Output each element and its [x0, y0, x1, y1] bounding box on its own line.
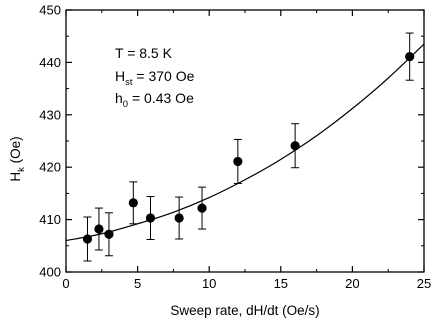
- data-points: [82, 52, 415, 244]
- data-point: [405, 52, 415, 62]
- y-tick-label: 450: [39, 3, 61, 18]
- data-point: [128, 198, 138, 208]
- y-tick-label: 410: [39, 212, 61, 227]
- data-point: [197, 203, 207, 213]
- data-point: [94, 224, 104, 234]
- data-point: [104, 229, 114, 239]
- data-point: [145, 213, 156, 223]
- annotation-hst: Hst = 370 Oe: [115, 68, 195, 88]
- x-tick-label: 0: [62, 276, 69, 291]
- fit-curve-group: [66, 43, 424, 242]
- y-tick-label: 430: [39, 107, 61, 122]
- x-tick-label: 5: [134, 276, 141, 291]
- y-tick-label: 400: [39, 265, 61, 280]
- x-tick-label: 20: [345, 276, 359, 291]
- axis-ticks: [65, 9, 425, 273]
- data-point: [233, 156, 243, 167]
- x-tick-label: 10: [202, 276, 216, 291]
- annotation-block: T = 8.5 K Hst = 370 Oe h0 = 0.43 Oe: [115, 45, 195, 110]
- data-point: [174, 213, 184, 223]
- tick-labels: 0 5 10 15 20 25 400 410 420 430 440 450: [39, 3, 431, 292]
- x-tick-label: 25: [417, 276, 431, 291]
- y-tick-label: 440: [39, 55, 61, 70]
- y-axis-label-main: H: [8, 172, 23, 182]
- y-axis-label: Hk (Oe): [8, 136, 27, 181]
- data-point: [82, 234, 93, 244]
- data-point: [290, 141, 300, 151]
- y-axis-label-unit: (Oe): [8, 136, 23, 167]
- y-tick-label: 420: [39, 160, 61, 175]
- y-axis-label-sub: k: [16, 167, 27, 172]
- annotation-temperature: T = 8.5 K: [115, 45, 173, 61]
- annotation-h0: h0 = 0.43 Oe: [115, 90, 194, 110]
- x-axis-label: Sweep rate, dH/dt (Oe/s): [170, 303, 319, 318]
- x-tick-label: 15: [274, 276, 288, 291]
- fit-curve: [66, 43, 424, 242]
